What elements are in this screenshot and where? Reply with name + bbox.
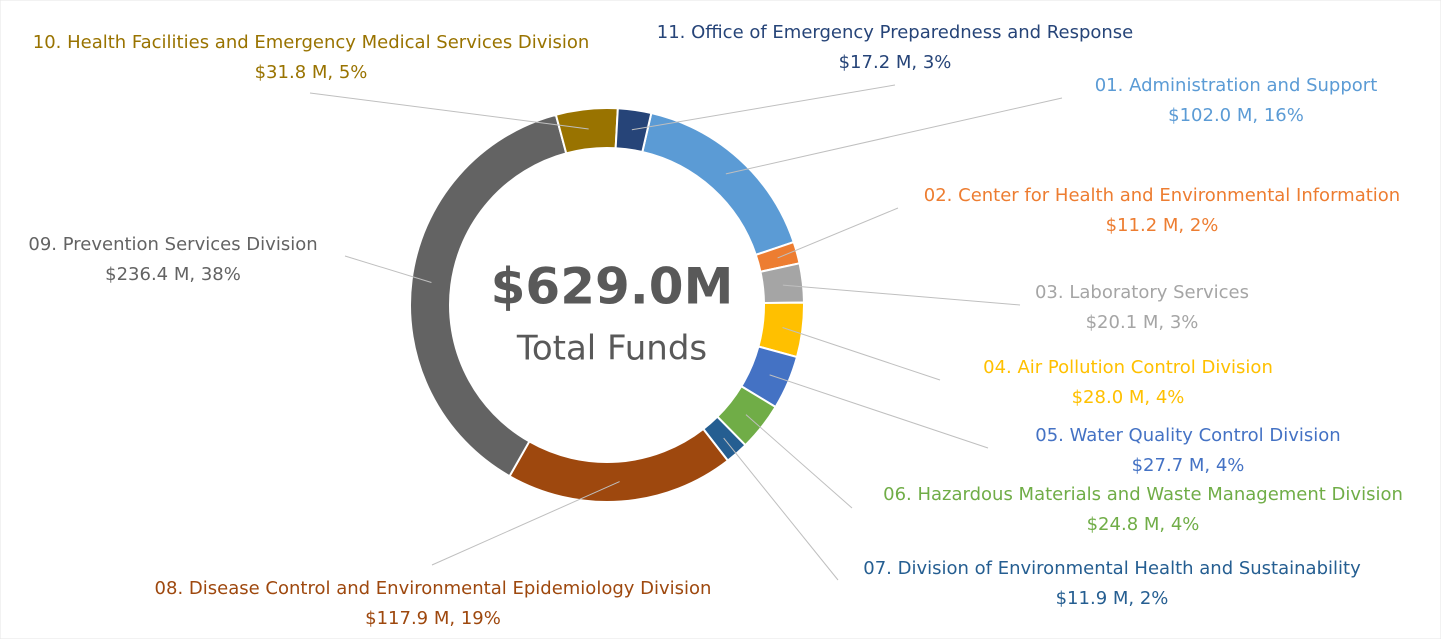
- value-label: $24.8 M, 4%: [1087, 514, 1200, 535]
- value-label: $17.2 M, 3%: [839, 52, 952, 73]
- value-label: $236.4 M, 38%: [105, 264, 241, 285]
- category-label: 07. Division of Environmental Health and…: [863, 558, 1361, 579]
- leader-line: [344, 255, 432, 283]
- leader-line: [631, 84, 896, 131]
- category-label: 01. Administration and Support: [1095, 75, 1378, 96]
- donut-segment: [614, 107, 653, 154]
- value-label: $117.9 M, 19%: [365, 608, 501, 629]
- donut-segment: [554, 107, 619, 155]
- category-label: 08. Disease Control and Environmental Ep…: [155, 578, 712, 599]
- category-label: 11. Office of Emergency Preparedness and…: [657, 22, 1134, 43]
- category-label: 09. Prevention Services Division: [28, 234, 317, 255]
- leader-line: [431, 481, 620, 566]
- category-label: 05. Water Quality Control Division: [1035, 425, 1340, 446]
- category-label: 03. Laboratory Services: [1035, 282, 1249, 303]
- value-label: $11.9 M, 2%: [1056, 588, 1169, 609]
- leader-line: [782, 327, 941, 381]
- category-label: 06. Hazardous Materials and Waste Manage…: [883, 484, 1403, 505]
- category-label: 04. Air Pollution Control Division: [983, 357, 1273, 378]
- value-label: $28.0 M, 4%: [1072, 387, 1185, 408]
- leader-line: [769, 374, 989, 449]
- category-label: 10. Health Facilities and Emergency Medi…: [33, 32, 590, 53]
- value-label: $11.2 M, 2%: [1106, 215, 1219, 236]
- value-label: $27.7 M, 4%: [1132, 455, 1245, 476]
- category-label: 02. Center for Health and Environmental …: [924, 185, 1400, 206]
- leader-line: [723, 437, 839, 581]
- value-label: $20.1 M, 3%: [1086, 312, 1199, 333]
- leader-line: [777, 207, 899, 259]
- value-label: $102.0 M, 16%: [1168, 105, 1304, 126]
- center-label: Total Funds: [516, 329, 707, 369]
- leader-line: [745, 414, 853, 509]
- value-label: $31.8 M, 5%: [255, 62, 368, 83]
- leader-line: [309, 92, 589, 130]
- leader-line: [782, 284, 1021, 306]
- leader-line: [725, 97, 1063, 175]
- center-value: $629.0M: [491, 258, 734, 316]
